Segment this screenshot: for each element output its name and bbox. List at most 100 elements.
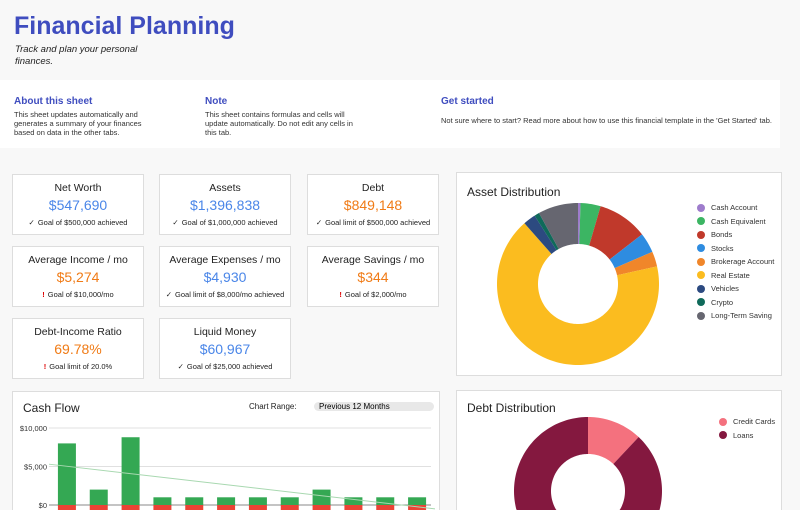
card-goal: ! Goal of $2,000/mo: [308, 290, 438, 299]
income-bar[interactable]: [376, 497, 395, 505]
expenses-bar[interactable]: [89, 505, 108, 510]
slice-brokerage-account[interactable]: [614, 251, 658, 276]
slice-credit-cards[interactable]: [588, 417, 639, 465]
income-bar[interactable]: [89, 489, 108, 505]
legend-item[interactable]: Long-Term Saving: [697, 309, 774, 323]
expenses-bar[interactable]: [185, 505, 204, 510]
slice-crypto[interactable]: [534, 213, 559, 251]
legend-dot-icon: [719, 417, 727, 426]
goal-text: Goal limit of $500,000 achieved: [325, 218, 431, 227]
info-about: About this sheet This sheet updates autom…: [14, 96, 154, 137]
goal-text: Goal of $1,000,000 achieved: [181, 218, 278, 227]
exclamation-icon: !: [42, 290, 45, 299]
legend-label: Stocks: [711, 243, 734, 253]
card-value: 69.78%: [54, 341, 102, 357]
expenses-bar[interactable]: [153, 505, 172, 510]
info-heading[interactable]: Get started: [441, 96, 494, 107]
income-bar[interactable]: [185, 497, 204, 505]
legend-item[interactable]: Bonds: [697, 228, 774, 242]
card-label: Average Expenses / mo: [169, 254, 281, 266]
income-bar[interactable]: [121, 437, 140, 505]
legend-item[interactable]: Cash Equivalent: [697, 215, 774, 229]
y-tick-label: $0: [39, 501, 47, 510]
page-title: Financial Planning: [14, 12, 235, 40]
stat-card: Liquid Money $60,967 ✓ Goal of $25,000 ac…: [159, 318, 291, 379]
card-label: Assets: [209, 182, 241, 194]
expenses-bar[interactable]: [57, 505, 76, 510]
legend-item[interactable]: Vehicles: [697, 282, 774, 296]
expenses-bar[interactable]: [408, 505, 427, 510]
legend-label: Cash Account: [711, 203, 758, 213]
legend-item[interactable]: Real Estate: [697, 269, 774, 283]
legend-label: Bonds: [711, 230, 733, 240]
chart-range-select[interactable]: Previous 12 Months: [314, 402, 434, 411]
check-icon: ✓: [28, 218, 35, 227]
legend-item[interactable]: Crypto: [697, 296, 774, 310]
legend-item[interactable]: Brokerage Account: [697, 255, 774, 269]
legend-label: Cash Equivalent: [711, 216, 766, 226]
exclamation-icon: !: [339, 290, 342, 299]
slice-long-term-saving[interactable]: [538, 203, 578, 249]
expenses-bar[interactable]: [376, 505, 395, 510]
legend-dot-icon: [697, 271, 705, 280]
debt-distribution-panel: Debt Distribution Credit Cards Loans: [456, 390, 782, 510]
legend-dot-icon: [697, 298, 705, 307]
legend-label: Long-Term Saving: [711, 311, 772, 321]
check-icon: ✓: [172, 218, 179, 227]
stat-card: Average Savings / mo $344 ! Goal of $2,00…: [307, 246, 439, 307]
slice-loans[interactable]: [514, 417, 662, 510]
card-value: $1,396,838: [189, 197, 261, 213]
slice-stocks[interactable]: [609, 234, 653, 269]
card-goal: ✓ Goal limit of $500,000 achieved: [308, 218, 438, 227]
info-heading: Note: [205, 96, 228, 107]
asset-donut-chart: [497, 203, 659, 365]
legend-item[interactable]: Cash Account: [697, 201, 774, 215]
asset-legend: Cash Account Cash Equivalent Bonds Stocks Br…: [697, 201, 774, 323]
expenses-bar[interactable]: [121, 505, 140, 510]
expenses-bar[interactable]: [280, 505, 299, 510]
check-icon: ✓: [165, 290, 173, 299]
debt-distribution-title: Debt Distribution: [467, 401, 556, 415]
card-label: Net Worth: [54, 182, 102, 194]
info-get-started: Get started Not sure where to start? Read…: [441, 96, 779, 125]
slice-real-estate[interactable]: [497, 223, 659, 365]
income-bar[interactable]: [248, 497, 267, 505]
expenses-bar[interactable]: [248, 505, 267, 510]
expenses-bar[interactable]: [344, 505, 363, 510]
card-goal: ! Goal of $10,000/mo: [13, 290, 143, 299]
legend-label: Credit Cards: [733, 417, 776, 427]
exclamation-icon: !: [43, 362, 47, 371]
income-bar[interactable]: [280, 497, 299, 505]
expenses-bar[interactable]: [217, 505, 236, 510]
card-value: $547,690: [48, 197, 108, 213]
stat-card: Net Worth $547,690 ✓ Goal of $500,000 ach…: [12, 174, 144, 235]
legend-item[interactable]: Stocks: [697, 242, 774, 256]
legend-dot-icon: [719, 431, 727, 440]
income-bar[interactable]: [312, 489, 331, 505]
income-bar[interactable]: [217, 497, 236, 505]
legend-dot-icon: [697, 311, 705, 320]
info-text: Not sure where to start? Read more about…: [441, 116, 772, 125]
slice-cash-account[interactable]: [578, 203, 581, 245]
slice-cash-equivalent[interactable]: [579, 203, 601, 246]
cash-flow-panel: Cash Flow Chart Range: Previous 12 Month…: [12, 391, 440, 510]
stat-card: Average Expenses / mo $4,930 ✓ Goal limit…: [159, 246, 291, 307]
income-bar[interactable]: [344, 497, 363, 505]
slice-bonds[interactable]: [589, 206, 642, 260]
debt-donut-chart: [514, 417, 662, 510]
legend-dot-icon: [697, 217, 705, 226]
stat-card: Debt $849,148 ✓ Goal limit of $500,000 ac…: [307, 174, 439, 235]
income-bar[interactable]: [153, 497, 172, 505]
check-icon: ✓: [315, 218, 323, 227]
card-goal: ! Goal limit of 20.0%: [13, 362, 143, 371]
slice-vehicles[interactable]: [524, 215, 557, 254]
expenses-bar[interactable]: [312, 505, 331, 510]
card-goal: ✓ Goal of $1,000,000 achieved: [160, 218, 290, 227]
income-bar[interactable]: [57, 443, 76, 505]
income-bar[interactable]: [408, 497, 427, 505]
info-note: Note This sheet contains formulas and cel…: [205, 96, 355, 137]
legend-dot-icon: [697, 230, 705, 239]
page-subtitle: Track and plan your personal finances.: [15, 44, 138, 67]
legend-item[interactable]: Credit Cards: [719, 415, 775, 429]
legend-item[interactable]: Loans: [719, 429, 775, 443]
